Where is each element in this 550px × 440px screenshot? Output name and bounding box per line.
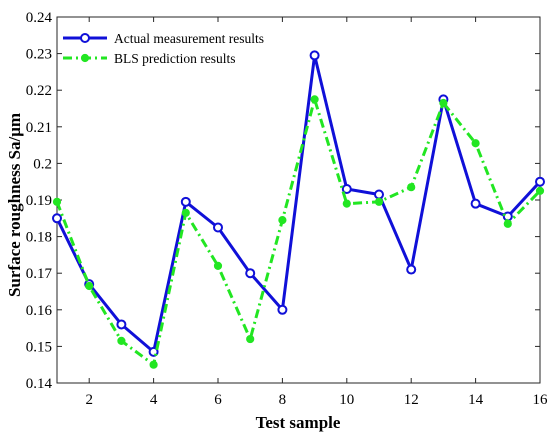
x-tick-label: 10: [339, 392, 354, 408]
y-tick-label: 0.15: [26, 339, 52, 355]
x-axis-ticks: 2 4 6 8 10 12 14 16: [85, 17, 548, 408]
data-point-series-2: [52, 197, 62, 206]
data-point-series-2: [503, 219, 512, 228]
series-group: [52, 50, 545, 369]
x-tick-label: 14: [468, 392, 484, 408]
y-tick-label: 0.19: [26, 193, 52, 209]
data-point-series-2: [149, 360, 158, 369]
data-point-series-2: [342, 199, 351, 208]
x-tick-label: 4: [150, 392, 158, 408]
y-tick-label: 0.24: [26, 10, 53, 26]
data-point-series-2: [278, 216, 287, 225]
x-tick-label: 12: [404, 392, 419, 408]
data-point-series-1: [52, 213, 62, 224]
y-axis-ticks: 0.14 0.15 0.16 0.17 0.18 0.19 0.2 0.21 0.22 0.23 0…: [26, 10, 540, 392]
data-point-series-2: [246, 334, 255, 344]
data-point-series-1: [535, 176, 545, 187]
data-point-series-1: [245, 268, 256, 279]
data-point-series-2: [310, 95, 319, 104]
y-tick-label: 0.21: [26, 120, 52, 136]
plot-frame: [56, 16, 541, 384]
legend-marker-2: [80, 53, 90, 63]
x-tick-label: 16: [533, 392, 549, 408]
x-tick-label: 6: [214, 392, 222, 408]
data-point-series-2: [213, 261, 223, 270]
data-point-series-1: [374, 189, 384, 200]
data-point-series-2: [471, 139, 480, 148]
legend-label-1: Actual measurement results: [114, 31, 264, 46]
data-point-series-1: [116, 319, 127, 330]
y-tick-label: 0.17: [26, 266, 53, 282]
legend-label-2: BLS prediction results: [114, 51, 236, 66]
data-point-series-2: [439, 98, 448, 108]
series-line-1: [55, 53, 542, 354]
legend: Actual measurement results BLS prediction…: [63, 31, 264, 66]
y-tick-label: 0.22: [26, 83, 52, 99]
series-line-2: [55, 97, 542, 367]
data-point-series-1: [277, 304, 288, 315]
x-tick-label: 8: [279, 392, 287, 408]
data-point-series-1: [406, 264, 417, 275]
data-point-series-1: [180, 196, 191, 207]
legend-marker-1: [80, 33, 90, 43]
data-point-series-1: [341, 184, 352, 195]
data-point-series-1: [470, 198, 481, 209]
data-point-series-2: [374, 197, 384, 206]
data-point-series-2: [407, 183, 416, 192]
y-tick-label: 0.23: [26, 47, 52, 63]
x-tick-label: 2: [85, 392, 93, 408]
data-point-series-2: [181, 208, 190, 217]
x-axis-title: Test sample: [256, 413, 341, 432]
data-point-series-1: [213, 222, 223, 233]
y-axis-title: Surface roughness Sa/μm: [5, 113, 24, 297]
data-point-series-2: [535, 186, 545, 195]
y-tick-label: 0.16: [26, 303, 53, 319]
data-point-series-2: [117, 336, 126, 346]
plot-area: [56, 16, 541, 384]
y-tick-label: 0.18: [26, 230, 52, 246]
data-point-series-1: [309, 50, 320, 61]
data-point-series-2: [85, 281, 94, 291]
y-tick-label: 0.2: [33, 156, 52, 172]
y-tick-label: 0.14: [26, 376, 53, 392]
